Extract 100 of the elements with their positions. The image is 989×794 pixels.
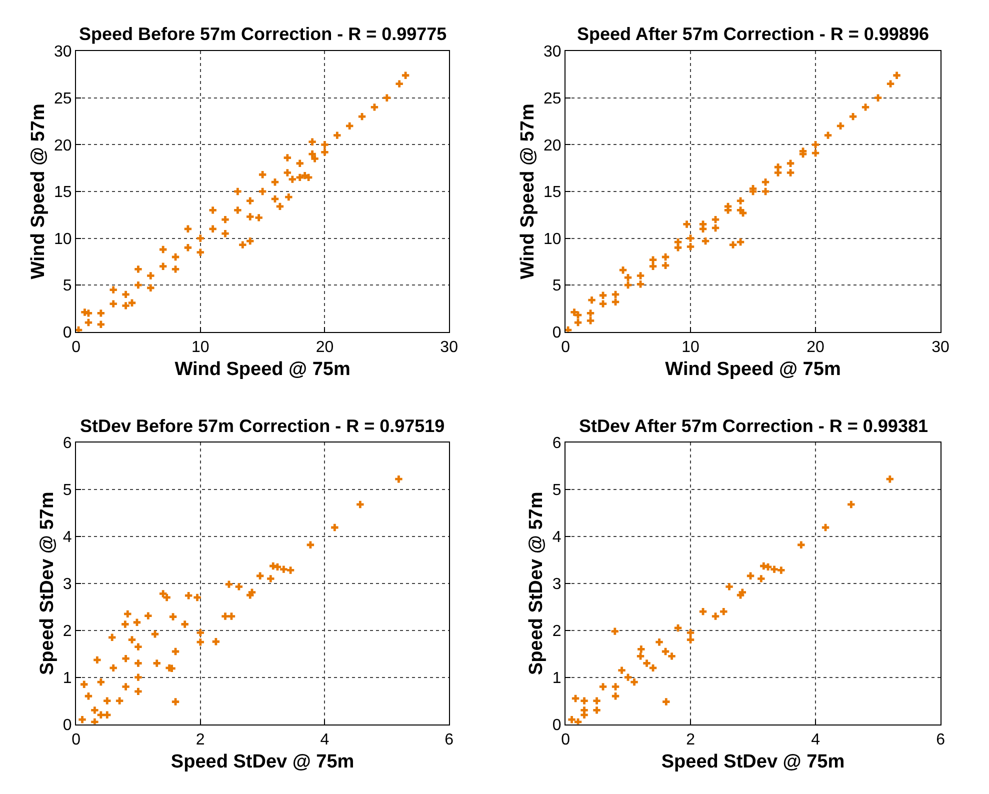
point (267, 575, 274, 582)
point (110, 286, 117, 294)
point (151, 630, 159, 638)
x-axis-title: Wind Speed @ 75m (174, 358, 350, 380)
point (321, 148, 328, 156)
point (246, 213, 254, 220)
point (636, 652, 644, 660)
y-tick-label: 1 (552, 670, 562, 687)
point (284, 154, 292, 162)
point (624, 674, 632, 681)
point (812, 149, 820, 157)
point (134, 266, 142, 273)
y-tick-label: 25 (54, 90, 72, 108)
point (124, 610, 132, 618)
x-tick-label: 30 (440, 339, 458, 356)
point (612, 692, 620, 700)
point (746, 572, 754, 580)
point (181, 620, 188, 628)
y-tick-label: 15 (54, 184, 72, 202)
point (683, 220, 690, 228)
point (168, 664, 176, 672)
point (271, 178, 279, 186)
point (599, 292, 607, 299)
point (308, 138, 316, 146)
point (836, 122, 844, 130)
point (255, 214, 262, 222)
point (239, 241, 246, 248)
point (270, 562, 277, 570)
point (656, 638, 663, 646)
x-tick-label: 2 (686, 732, 696, 749)
point (76, 326, 82, 332)
point (686, 243, 694, 250)
point (212, 638, 220, 646)
point (760, 562, 768, 570)
point (358, 112, 366, 120)
point (196, 234, 204, 242)
point (630, 678, 638, 686)
point (402, 72, 410, 79)
y-axis-title: Wind Speed @ 57m (517, 104, 538, 280)
point (246, 197, 254, 204)
point (612, 683, 620, 690)
point (726, 583, 733, 590)
point (308, 150, 316, 158)
point (762, 178, 770, 186)
point (159, 262, 167, 270)
point (570, 308, 578, 316)
y-axis-title: Speed StDev @ 57m (36, 492, 58, 676)
x-axis-title: Speed StDev @ 75m (170, 751, 354, 772)
point (97, 310, 105, 317)
point (172, 266, 180, 273)
point (786, 160, 794, 167)
point (97, 711, 105, 719)
point (636, 272, 644, 280)
y-tick-label: 0 (552, 716, 562, 734)
point (163, 594, 170, 602)
point (699, 220, 707, 228)
point (184, 592, 192, 600)
point (94, 656, 101, 664)
y-tick-label: 15 (544, 184, 562, 202)
point (624, 274, 632, 282)
point (643, 660, 650, 667)
point (668, 652, 676, 660)
x-tick-label: 2 (196, 732, 205, 749)
y-tick-label: 2 (62, 622, 72, 640)
point (770, 566, 778, 573)
point (662, 698, 670, 706)
point (153, 660, 160, 667)
x-axis-title: Wind Speed @ 75m (665, 358, 841, 380)
point (812, 141, 820, 148)
point (686, 234, 694, 242)
point (874, 94, 882, 102)
point (246, 237, 254, 245)
y-tick-label: 20 (544, 137, 562, 154)
point (128, 299, 136, 306)
point (228, 612, 236, 620)
point (258, 171, 266, 178)
y-tick-label: 3 (62, 576, 72, 593)
point (649, 664, 657, 672)
y-tick-label: 2 (552, 622, 562, 640)
x-tick-label: 10 (191, 339, 210, 356)
point (758, 575, 765, 582)
point (276, 202, 284, 210)
point (599, 683, 607, 690)
point (662, 262, 670, 270)
point (580, 697, 588, 704)
chart-title: StDev Before 57m Correction - R = 0.97519 (80, 416, 445, 436)
x-tick-label: 4 (811, 732, 820, 749)
point (134, 674, 142, 681)
point (296, 174, 304, 182)
chart-title: StDev After 57m Correction - R = 0.99381 (579, 416, 928, 436)
point (886, 80, 894, 88)
point (134, 643, 142, 650)
point (209, 225, 216, 233)
point (104, 711, 111, 719)
point (280, 566, 288, 573)
point (222, 216, 229, 224)
y-tick-label: 4 (62, 529, 72, 546)
point (169, 613, 177, 620)
point (91, 706, 98, 714)
y-tick-label: 25 (544, 90, 562, 108)
